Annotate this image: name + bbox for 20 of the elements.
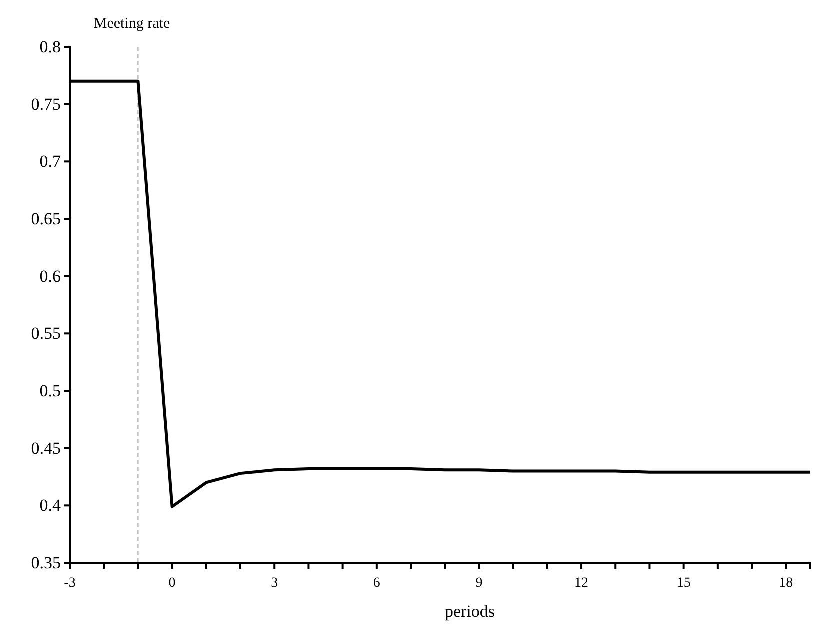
x-axis-title: periods (444, 602, 496, 621)
y-tick-label: 0.8 (40, 37, 61, 56)
y-tick-label: 0.65 (31, 209, 61, 228)
x-tick-label: 0 (168, 576, 176, 591)
y-tick-label: 0.6 (40, 266, 61, 286)
y-tick-label: 0.35 (31, 553, 61, 572)
y-tick-label: 0.5 (40, 381, 61, 400)
x-tick-label: -3 (64, 576, 76, 591)
y-tick-label: 0.4 (40, 496, 62, 516)
x-tick-label: 12 (574, 576, 589, 591)
x-tick-label: 9 (476, 576, 483, 591)
x-tick-label: 18 (779, 576, 794, 591)
chart-title: Meeting rate (94, 16, 170, 32)
y-tick-label: 0.75 (31, 94, 61, 114)
x-tick-label: 3 (271, 576, 278, 591)
y-tick-label: 0.7 (40, 152, 62, 172)
y-tick-label: 0.55 (31, 324, 61, 344)
x-tick-label: 6 (373, 576, 380, 591)
y-tick-label: 0.45 (31, 438, 61, 458)
x-tick-label: 15 (676, 576, 691, 591)
